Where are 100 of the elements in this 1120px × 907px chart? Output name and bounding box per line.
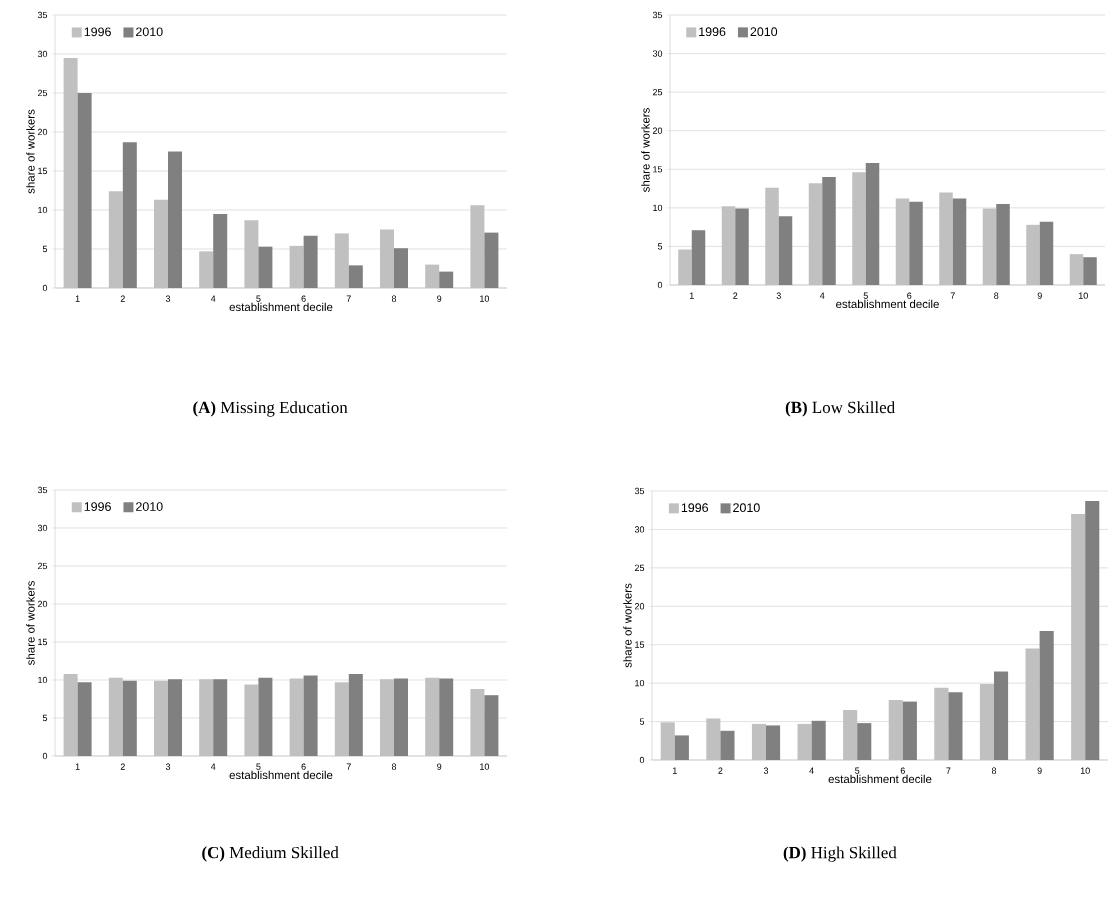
text: (D) High Skilled <box>783 846 897 862</box>
legend-label: 2010 <box>733 503 760 513</box>
x-tick-label: 5 <box>256 763 261 770</box>
y-tick-label: 15 <box>38 167 48 175</box>
text: (A) Missing Education <box>193 401 348 417</box>
y-tick-label: 30 <box>37 524 48 532</box>
y-axis-title: share of workers <box>623 583 632 668</box>
bar <box>982 208 997 285</box>
bar <box>865 163 880 285</box>
x-tick-label: 4 <box>210 763 216 770</box>
x-axis-title: establishment decile <box>836 299 939 309</box>
y-tick-label: 15 <box>38 638 48 646</box>
legend-label: 2010 <box>136 27 163 37</box>
bar <box>948 692 963 760</box>
x-tick-label: 5 <box>863 292 868 299</box>
bar <box>766 725 781 760</box>
y-tick-label: 5 <box>42 245 48 253</box>
bar <box>63 57 78 288</box>
y-tick-label: 0 <box>42 284 48 292</box>
x-tick-label: 7 <box>946 767 951 774</box>
bar <box>721 206 736 285</box>
bar <box>852 172 866 285</box>
bar <box>1071 514 1086 760</box>
x-tick-label: 1 <box>689 292 694 299</box>
bar <box>1026 224 1040 285</box>
x-tick-label: 7 <box>346 763 351 770</box>
bar <box>720 730 735 760</box>
y-tick-label: 20 <box>37 128 48 136</box>
bar <box>484 232 499 288</box>
bar <box>1085 500 1100 760</box>
bar <box>909 201 923 285</box>
bar <box>822 177 836 285</box>
x-tick-label: 9 <box>1037 767 1042 774</box>
x-tick-label: 1 <box>75 763 80 770</box>
x-tick-label: 2 <box>120 763 125 770</box>
bar <box>122 142 137 288</box>
y-tick-label: 10 <box>635 679 645 687</box>
y-tick-label: 15 <box>635 641 645 648</box>
x-tick-label: 4 <box>210 295 216 302</box>
x-tick-label: 8 <box>391 295 397 302</box>
text: (B) Low Skilled <box>785 401 895 417</box>
x-tick-label: 10 <box>480 763 490 770</box>
x-tick-label: 3 <box>776 292 781 299</box>
bar <box>470 205 485 288</box>
x-tick-label: 6 <box>301 295 306 302</box>
bar <box>857 723 872 760</box>
x-axis-title: establishment decile <box>229 770 333 780</box>
bar <box>979 683 995 760</box>
bar <box>154 199 168 288</box>
y-tick-label: 0 <box>657 281 663 289</box>
x-tick-label: 6 <box>907 292 912 299</box>
legend-label: 2010 <box>136 502 163 511</box>
y-tick-label: 35 <box>634 487 645 495</box>
bar <box>439 271 454 288</box>
x-tick-label: 4 <box>819 292 825 299</box>
x-tick-label: 8 <box>994 292 999 299</box>
bar <box>1025 648 1040 760</box>
bar <box>952 198 967 285</box>
bar <box>258 246 273 288</box>
bar <box>213 213 228 288</box>
y-axis-title: share of workers <box>641 108 650 193</box>
bar <box>996 204 1010 285</box>
bar <box>735 208 749 285</box>
legend-label: 2010 <box>750 27 778 37</box>
x-tick-label: 4 <box>809 767 814 774</box>
bar <box>934 687 949 760</box>
y-tick-label: 15 <box>653 166 663 173</box>
x-tick-label: 5 <box>855 767 860 774</box>
legend-label: 1996 <box>84 27 111 37</box>
x-tick-label: 8 <box>991 767 997 774</box>
bar <box>808 183 823 285</box>
y-tick-label: 35 <box>652 11 663 19</box>
x-tick-label: 1 <box>673 767 677 774</box>
x-tick-label: 8 <box>391 763 397 770</box>
bar <box>289 245 304 288</box>
x-tick-label: 10 <box>480 295 490 302</box>
y-tick-label: 0 <box>639 756 645 764</box>
y-tick-label: 25 <box>37 562 48 570</box>
bar <box>994 671 1009 760</box>
y-tick-label: 5 <box>657 243 663 250</box>
x-axis-title: establishment decile <box>229 302 333 312</box>
y-axis-title: share of workers <box>26 109 35 194</box>
bar <box>765 187 779 285</box>
x-tick-label: 2 <box>718 767 723 774</box>
bar <box>706 718 721 760</box>
y-tick-label: 20 <box>652 127 663 134</box>
y-tick-label: 30 <box>634 526 645 533</box>
x-tick-label: 7 <box>346 295 351 302</box>
bar <box>888 700 903 760</box>
x-tick-label: 3 <box>165 295 171 302</box>
bar <box>902 701 917 760</box>
y-tick-label: 5 <box>42 714 48 722</box>
x-tick-label: 7 <box>950 292 955 299</box>
bar <box>168 151 182 288</box>
x-tick-label: 5 <box>256 295 261 302</box>
legend-label: 1996 <box>699 27 726 37</box>
y-tick-label: 35 <box>37 11 48 19</box>
bar <box>1039 221 1054 285</box>
legend-label: 1996 <box>84 502 111 511</box>
x-tick-label: 3 <box>763 767 769 774</box>
